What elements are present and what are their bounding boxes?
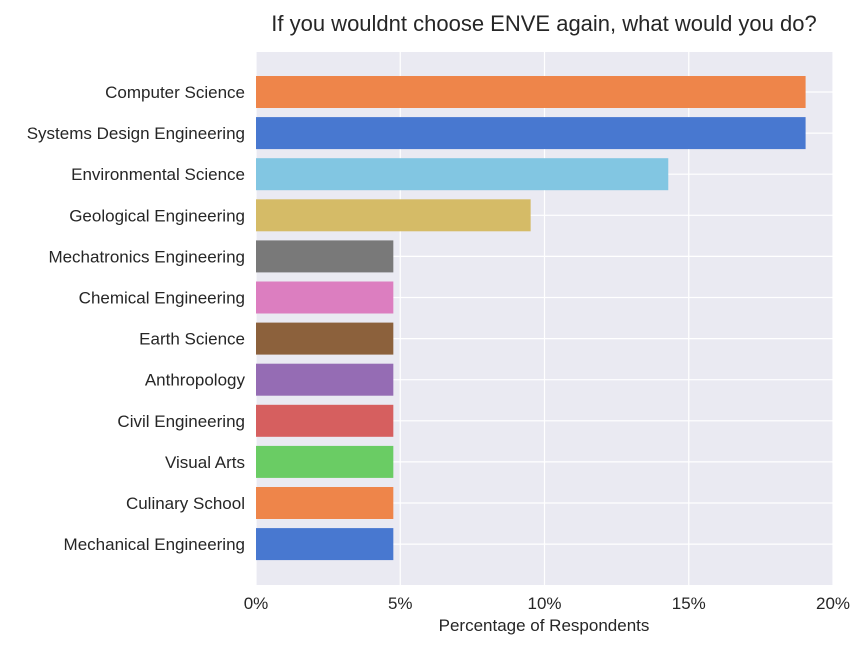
category-label: Culinary School	[126, 494, 245, 513]
x-axis-label: Percentage of Respondents	[439, 616, 650, 635]
category-labels: Computer Science Systems Design Engineeri…	[27, 83, 246, 554]
x-tick-label: 5%	[388, 594, 413, 613]
category-label: Anthropology	[145, 371, 246, 390]
category-label: Systems Design Engineering	[27, 124, 245, 143]
category-label: Mechanical Engineering	[64, 535, 245, 554]
bars	[256, 76, 806, 561]
bar	[256, 487, 394, 519]
x-tick-label: 20%	[816, 594, 850, 613]
bar	[256, 117, 806, 150]
bar	[256, 240, 394, 273]
category-label: Geological Engineering	[69, 206, 245, 225]
bar	[256, 199, 531, 232]
category-label: Visual Arts	[165, 453, 245, 472]
bar	[256, 281, 394, 314]
category-label: Computer Science	[105, 83, 245, 102]
x-tick-label: 0%	[244, 594, 269, 613]
x-tick-labels: 0% 5% 10% 15% 20%	[244, 594, 850, 613]
bar	[256, 158, 669, 191]
bar	[256, 76, 806, 108]
category-label: Chemical Engineering	[79, 289, 245, 308]
category-label: Environmental Science	[71, 165, 245, 184]
category-label: Civil Engineering	[117, 412, 245, 431]
category-label: Mechatronics Engineering	[48, 247, 245, 266]
chart-title: If you wouldnt choose ENVE again, what w…	[271, 11, 816, 36]
x-tick-label: 15%	[672, 594, 706, 613]
bar	[256, 528, 394, 561]
category-label: Earth Science	[139, 330, 245, 349]
bar	[256, 322, 394, 355]
bar	[256, 445, 394, 478]
bar	[256, 363, 394, 396]
bar	[256, 404, 394, 437]
x-tick-label: 10%	[527, 594, 561, 613]
